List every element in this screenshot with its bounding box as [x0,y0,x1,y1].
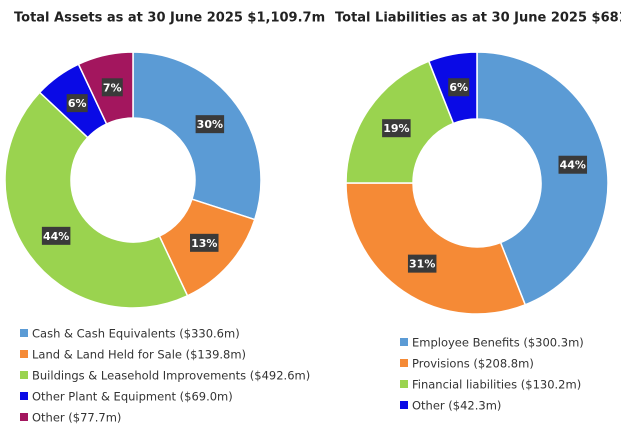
data-label-box [101,78,123,97]
legend-swatch [400,401,408,409]
data-label-box [382,119,411,138]
data-label: 13% [191,237,217,250]
data-label: 6% [68,97,87,110]
chart-title: Total Liabilities as at 30 June 2025 $68… [335,11,621,26]
data-label: 7% [103,81,122,94]
data-label: 31% [409,258,435,271]
donut-segment [345,182,527,315]
legend-swatch [400,338,408,346]
legend-swatch [20,392,28,400]
data-label: 44% [560,159,586,172]
legend-swatch [20,350,28,358]
data-label-box [407,254,437,273]
legend-label: Cash & Cash Equivalents ($330.6m) [32,327,240,341]
legend-label: Employee Benefits ($300.3m) [412,336,584,350]
legend-swatch [400,380,408,388]
legend-label: Other ($77.7m) [32,411,121,425]
chart-title: Total Assets as at 30 June 2025 $1,109.7… [14,11,325,26]
donut-segment [476,51,609,306]
data-label-box [195,115,225,134]
legend-label: Land & Land Held for Sale ($139.8m) [32,348,246,362]
data-label: 44% [43,230,69,243]
legend-swatch [20,371,28,379]
data-label-box [66,94,88,113]
data-label-box [448,78,470,97]
legend-swatch [400,359,408,367]
data-label: 19% [383,122,409,135]
legend-label: Provisions ($208.8m) [412,357,534,371]
data-label-box [190,233,219,252]
legend-swatch [20,413,28,421]
donut-segment [132,51,262,221]
data-label-box [558,155,588,174]
donut-segment [4,91,189,309]
legend-swatch [20,329,28,337]
data-label-box [41,226,71,245]
data-label: 30% [197,118,223,131]
legend-label: Financial liabilities ($130.2m) [412,378,581,392]
legend-label: Buildings & Leasehold Improvements ($492… [32,369,310,383]
legend-label: Other Plant & Equipment ($69.0m) [32,390,233,404]
data-label: 6% [449,81,468,94]
legend-label: Other ($42.3m) [412,399,501,413]
